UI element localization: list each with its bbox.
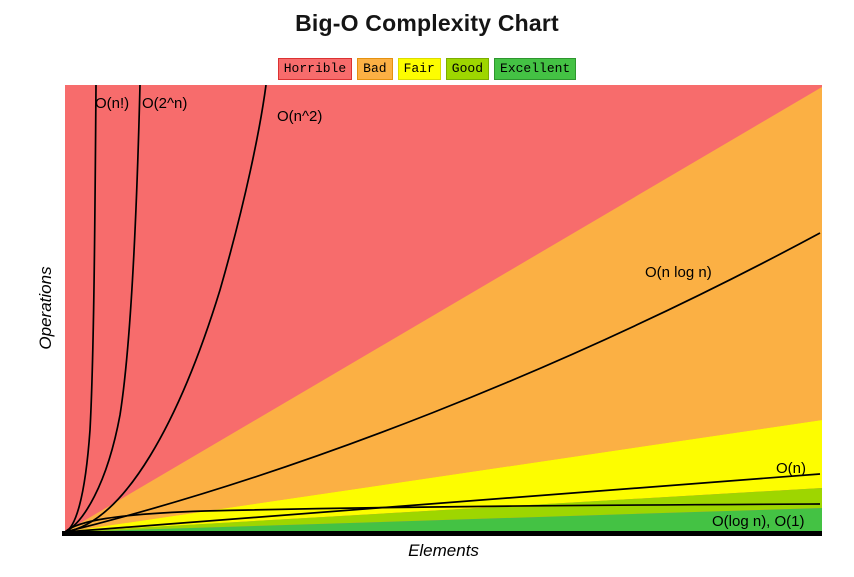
curve-label-o-log-n-o-1: O(log n), O(1) [712, 513, 805, 530]
y-axis-label: Operations [36, 266, 55, 350]
curve-o-n-squared [65, 85, 267, 533]
region-fair [65, 420, 822, 532]
region-excellent [65, 508, 822, 535]
curve-label-o-2-pow-n: O(2^n) [142, 95, 187, 112]
legend: Horrible Bad Fair Good Excellent [0, 58, 854, 81]
plot-area: O(n!) O(2^n) O(n^2) O(n log n) O(n) O(lo… [65, 85, 822, 535]
legend-item-horrible: Horrible [277, 58, 353, 81]
region-bad [65, 87, 822, 532]
legend-item-fair: Fair [397, 58, 441, 81]
curve-o-log-n [65, 503, 821, 533]
curve-label-o-n-squared: O(n^2) [277, 108, 322, 125]
curve-o-n-factorial [65, 85, 97, 533]
region-good [65, 488, 822, 532]
page-title: Big-O Complexity Chart [295, 10, 559, 36]
legend-item-bad: Bad [357, 58, 393, 81]
curve-label-o-n-factorial: O(n!) [95, 95, 129, 112]
x-axis-label: Elements [408, 541, 479, 560]
legend-item-excellent: Excellent [494, 58, 577, 81]
curve-label-o-n: O(n) [776, 460, 806, 477]
curve-o-n [65, 473, 821, 533]
curve-label-o-n-log-n: O(n log n) [645, 264, 712, 281]
x-axis-line [62, 531, 822, 536]
curve-o-n-log-n [65, 232, 821, 533]
legend-item-good: Good [445, 58, 490, 81]
curve-o-2-pow-n [65, 85, 141, 533]
